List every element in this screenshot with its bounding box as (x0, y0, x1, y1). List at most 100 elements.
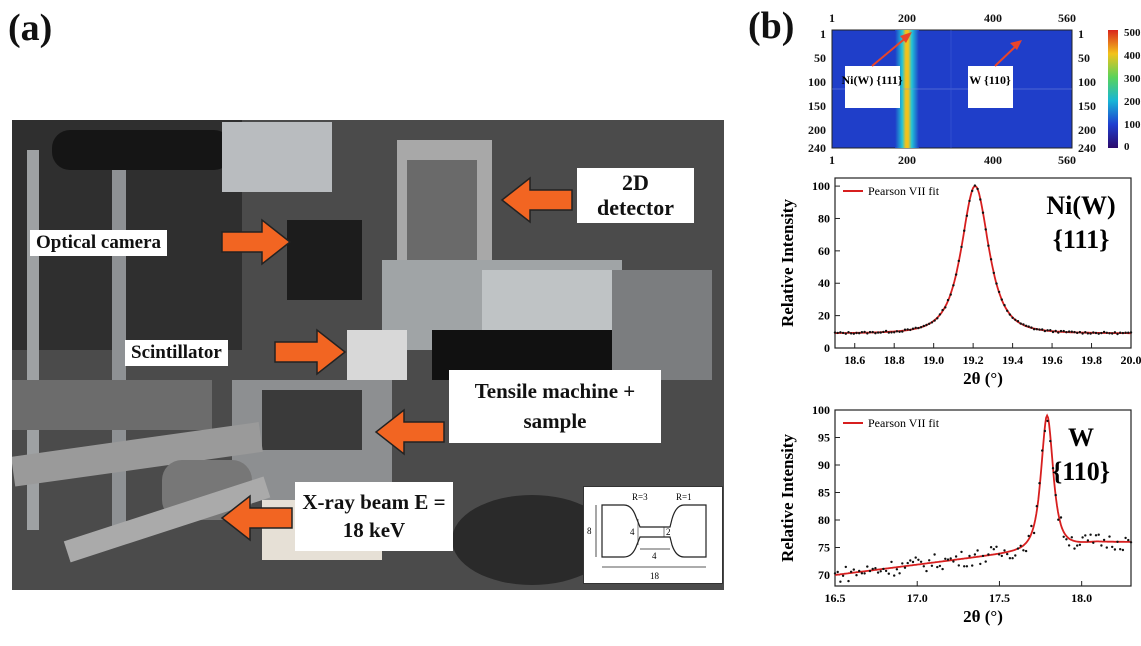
data-point (1116, 540, 1119, 543)
callout-optical-camera: Optical camera (30, 230, 168, 256)
data-point (976, 549, 979, 552)
data-point (1108, 535, 1111, 538)
data-point (949, 293, 952, 296)
colorbar (1108, 30, 1118, 148)
data-point (1041, 328, 1044, 331)
data-point (941, 308, 944, 312)
data-point (933, 553, 936, 556)
chart-title-hkl: {111} (1053, 225, 1110, 254)
left-tick: 200 (808, 123, 826, 137)
data-point (890, 560, 893, 564)
data-point (1019, 322, 1022, 325)
data-point (1054, 329, 1057, 333)
data-point (1049, 329, 1052, 332)
callout-tensile-machine: Tensile machine + sample (449, 370, 661, 443)
annot-w: W {110} (969, 73, 1011, 87)
data-point (1016, 547, 1020, 550)
data-point (868, 330, 872, 334)
data-point (1073, 547, 1076, 550)
data-point (863, 572, 866, 575)
data-point (979, 562, 982, 566)
data-point (1046, 419, 1049, 423)
right-tick: 100 (1078, 75, 1096, 89)
data-point (858, 332, 861, 335)
y-tick-label: 0 (824, 341, 830, 355)
data-point (906, 328, 909, 331)
data-point (987, 553, 990, 556)
data-point (946, 558, 950, 561)
data-point (1046, 329, 1049, 332)
data-point (925, 323, 928, 327)
data-point (884, 329, 888, 333)
data-point (997, 290, 1001, 294)
data-point (836, 570, 839, 574)
data-point (1105, 546, 1108, 549)
arrow-scintillator-icon (274, 328, 347, 376)
arrow-xray-icon (220, 494, 293, 542)
top-tick: 560 (1058, 11, 1076, 25)
data-point (930, 321, 934, 324)
data-point (938, 564, 942, 568)
data-point (936, 317, 939, 320)
data-point (1111, 332, 1114, 335)
data-point (1019, 544, 1022, 547)
data-point (847, 331, 850, 334)
data-point (1032, 328, 1036, 331)
callout-xray-beam: X-ray beam E = 18 keV (295, 482, 453, 551)
data-point (914, 326, 917, 329)
data-point (946, 298, 950, 302)
data-point (882, 330, 885, 334)
data-point (855, 331, 858, 335)
callout-scintillator: Scintillator (125, 340, 228, 366)
data-point (876, 331, 880, 334)
data-point (928, 559, 931, 562)
x-tick-label: 17.5 (989, 591, 1010, 605)
data-point (1094, 331, 1098, 335)
data-point (898, 572, 901, 575)
data-point (944, 306, 947, 309)
data-point (938, 313, 942, 316)
inset-4a: 4 (630, 527, 635, 537)
data-point (887, 572, 890, 575)
data-point (884, 569, 888, 573)
inset-r3: R=3 (632, 492, 648, 502)
arrow-camera-icon (221, 218, 292, 266)
data-point (1024, 324, 1028, 327)
x-tick-label: 16.5 (825, 591, 846, 605)
y-tick-label: 75 (818, 541, 830, 555)
data-point (1049, 439, 1052, 443)
data-point (1024, 549, 1028, 553)
data-point (957, 564, 960, 567)
data-point (971, 189, 974, 193)
data-point (928, 322, 931, 325)
data-point (1035, 505, 1038, 508)
data-point (919, 560, 923, 563)
data-point (844, 332, 847, 335)
data-point (909, 559, 912, 562)
data-point (963, 229, 966, 232)
data-point (995, 545, 998, 548)
data-point (1078, 543, 1082, 546)
top-tick: 200 (898, 11, 916, 25)
data-point (871, 567, 874, 571)
data-point (957, 259, 960, 263)
left-tick: 1 (820, 27, 826, 41)
colorbar-tick: 300 (1124, 73, 1141, 85)
data-point (1102, 538, 1106, 542)
detector-image-figure: 1 200 400 560 1 200 400 560 1 50 100 150… (808, 11, 1141, 167)
data-point (984, 560, 987, 563)
data-point (893, 331, 896, 334)
data-point (965, 565, 969, 568)
data-point (893, 574, 896, 577)
data-point (1038, 482, 1041, 485)
data-point (1016, 320, 1020, 323)
bottom-tick: 560 (1058, 153, 1076, 167)
left-tick: 50 (814, 51, 826, 65)
data-point (1030, 326, 1033, 329)
y-tick-label: 90 (818, 458, 830, 472)
data-point (895, 568, 899, 571)
inset-r1: R=1 (676, 492, 692, 502)
panel-b-label: (b) (748, 5, 795, 47)
data-point (898, 330, 901, 333)
data-point (1011, 557, 1014, 560)
